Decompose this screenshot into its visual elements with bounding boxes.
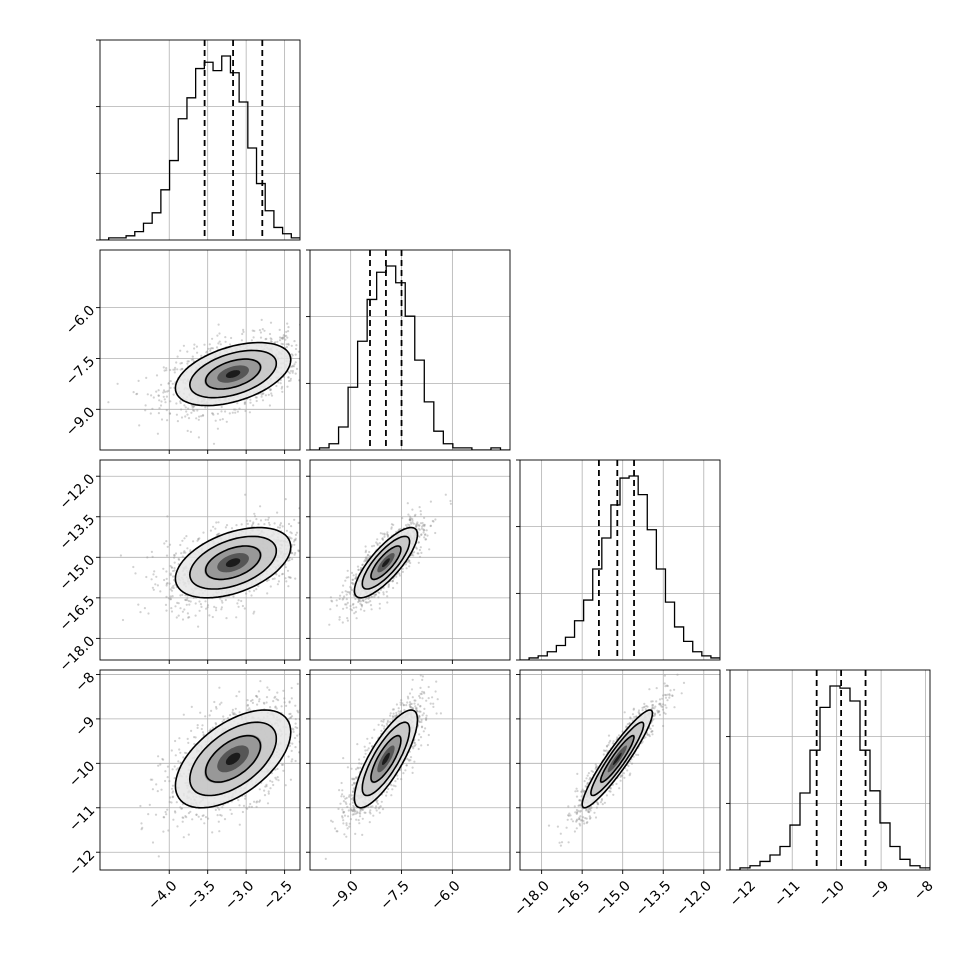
contour-0 [174,709,292,809]
density-fill [612,752,622,765]
x-tick-label: −18.0 [511,878,553,920]
y-tick-label: −9.0 [63,404,98,439]
contour-1 [361,535,411,590]
grid [730,670,930,870]
histogram-step-line [100,55,300,240]
x-tick-label: −12 [727,878,759,910]
panel-frame [99,39,301,241]
y-tick-label: −12 [66,847,98,879]
x-tick-label: −3.0 [222,878,257,913]
x-tick-label: −3.5 [184,878,219,913]
scatter-panel-3-2 [516,669,721,874]
density-fill [225,752,241,765]
scatter-panel-2-0 [96,459,301,664]
contour-0 [581,709,654,809]
panel-frame [99,249,301,451]
density-fill [382,558,390,568]
y-tick-label: −15.0 [57,552,99,594]
panel-frame [519,459,721,661]
contour-0 [174,341,292,407]
y-tick-label: −8 [72,669,98,695]
y-tick-label: −7.5 [63,353,98,388]
contour-0 [353,526,419,599]
panel-frame [99,459,301,661]
x-tick-label: −10 [816,878,848,910]
panel-frame [309,249,511,451]
x-tick-label: −6.0 [428,878,463,913]
contour-1 [188,349,278,399]
grid [310,250,510,450]
x-tick-label: −9.0 [327,878,362,913]
histogram-panel-2 [516,459,721,661]
histogram-step-line [520,475,720,660]
x-tick-label: −13.5 [633,878,675,920]
x-tick-label: −4.0 [145,878,180,913]
contour-2 [204,358,262,390]
contour-2 [370,545,402,581]
histogram-step-line [730,685,930,870]
panel-frame [309,459,511,661]
y-tick-label: −9 [72,714,98,740]
histogram-panel-3 [726,669,931,871]
contour-2 [599,734,635,783]
y-tick-label: −13.5 [57,512,99,554]
contour-0 [174,526,292,599]
panel-frame [519,669,721,871]
histogram-panel-1 [306,249,511,451]
panel-frame [729,669,931,871]
contour-2 [204,734,262,783]
x-tick-label: −16.5 [552,878,594,920]
contour-0 [353,709,419,809]
panel-frame [99,669,301,871]
histogram-step-line [310,265,510,450]
y-tick-label: −12.0 [57,471,99,513]
x-tick-label: −12.0 [673,878,715,920]
x-tick-label: −15.0 [592,878,634,920]
scatter-panel-3-1 [306,669,511,874]
contour-1 [361,721,411,797]
scatter-panel-2-1 [306,459,511,664]
density-fill [225,370,241,378]
y-tick-label: −16.5 [57,593,99,635]
y-tick-label: −11 [66,803,98,835]
panel-frame [309,669,511,871]
density-fill [382,752,390,765]
scatter-panel-3-0 [96,669,301,874]
x-tick-label: −11 [771,878,803,910]
contour-1 [188,721,278,797]
contour-2 [370,734,402,783]
contour-2 [204,545,262,581]
grid [520,460,720,660]
contour-1 [188,535,278,590]
y-tick-label: −10 [66,758,98,790]
grid [100,40,300,240]
histogram-panel-0 [96,39,301,241]
x-tick-label: −8 [911,878,937,904]
y-tick-label: −6.0 [63,303,98,338]
contour-1 [590,721,645,797]
y-tick-label: −18.0 [57,633,99,675]
density-fill [225,558,241,568]
x-tick-label: −2.5 [261,878,296,913]
x-tick-label: −9 [866,878,892,904]
scatter-panel-1-0 [96,249,301,454]
x-tick-label: −7.5 [377,878,412,913]
